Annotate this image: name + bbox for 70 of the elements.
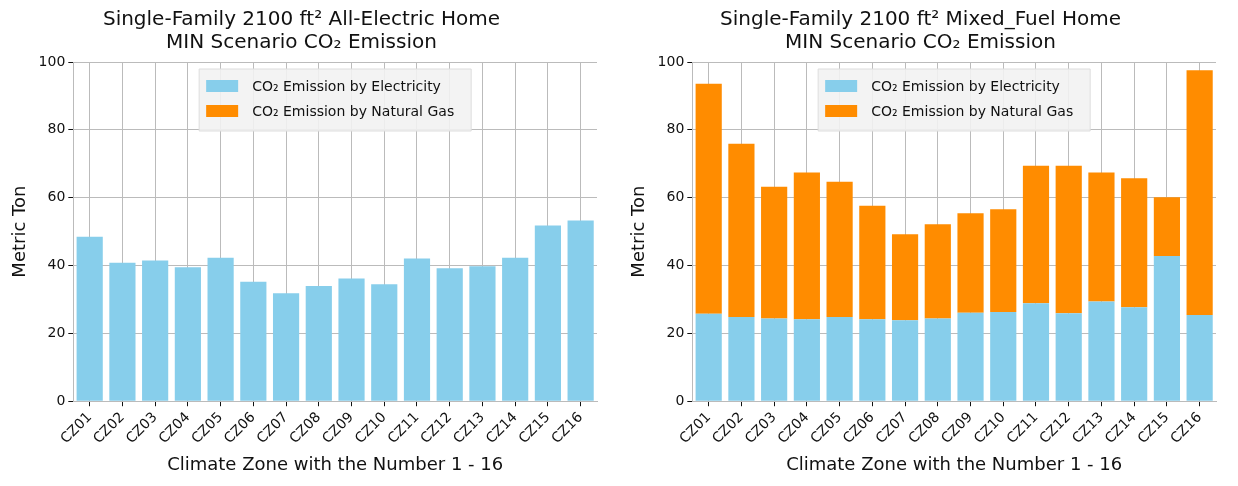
bar bbox=[990, 209, 1017, 313]
bar bbox=[1153, 256, 1180, 401]
bar bbox=[793, 172, 820, 320]
y-axis-title: Metric Ton bbox=[8, 185, 30, 278]
bar bbox=[1186, 315, 1213, 401]
bar bbox=[207, 257, 234, 401]
legend-label: CO₂ Emission by Electricity bbox=[871, 77, 1060, 94]
legend-label: CO₂ Emission by Natural Gas bbox=[252, 102, 455, 119]
legend-label: CO₂ Emission by Natural Gas bbox=[871, 102, 1074, 119]
y-tick-label: 40 bbox=[666, 256, 685, 273]
bar bbox=[826, 317, 853, 401]
y-tick-label: 40 bbox=[47, 256, 66, 273]
bar bbox=[403, 258, 431, 401]
bar bbox=[502, 257, 529, 401]
bar bbox=[1055, 313, 1082, 401]
bar bbox=[957, 312, 984, 401]
y-tick-label: 100 bbox=[657, 52, 685, 69]
y-tick-label: 20 bbox=[47, 324, 66, 341]
bar bbox=[469, 266, 496, 401]
bar bbox=[1121, 307, 1148, 401]
bar bbox=[924, 318, 951, 401]
bar bbox=[305, 285, 332, 401]
y-tick-label: 20 bbox=[666, 324, 685, 341]
y-tick-label: 60 bbox=[47, 188, 66, 205]
bar bbox=[240, 281, 267, 401]
bar bbox=[695, 313, 722, 401]
y-tick-label: 0 bbox=[56, 391, 66, 408]
bar bbox=[534, 225, 561, 401]
legend-label: CO₂ Emission by Electricity bbox=[252, 77, 441, 94]
bar bbox=[174, 267, 201, 401]
chart-title: Single-Family 2100 ft² All-Electric Home MIN Scenario CO₂ Emission bbox=[102, 5, 501, 53]
bar bbox=[1022, 303, 1050, 401]
chart-title: Single-Family 2100 ft² Mixed_Fuel Home MIN Scenario CO₂ Emission bbox=[720, 5, 1121, 53]
bar bbox=[990, 312, 1017, 401]
bar bbox=[761, 186, 788, 319]
bar bbox=[371, 284, 398, 401]
bar bbox=[1153, 197, 1180, 257]
bar bbox=[272, 293, 300, 401]
bar bbox=[859, 205, 886, 320]
bar bbox=[957, 213, 984, 313]
bar bbox=[1088, 172, 1115, 302]
bar bbox=[436, 268, 463, 401]
y-axis-title: Metric Ton bbox=[627, 185, 649, 278]
y-tick-label: 100 bbox=[38, 52, 66, 69]
bar bbox=[1186, 70, 1213, 316]
bar bbox=[76, 236, 103, 401]
bar bbox=[1055, 165, 1082, 314]
bar bbox=[924, 224, 951, 319]
y-tick-label: 0 bbox=[675, 391, 685, 408]
x-axis-title: Climate Zone with the Number 1 - 16 bbox=[786, 452, 1123, 474]
bar bbox=[567, 220, 594, 401]
bar bbox=[338, 278, 365, 401]
bar bbox=[1121, 178, 1148, 308]
bar bbox=[793, 319, 820, 401]
bar bbox=[891, 320, 919, 401]
y-tick-label: 80 bbox=[666, 120, 685, 137]
y-tick-label: 60 bbox=[666, 188, 685, 205]
bar bbox=[891, 234, 919, 321]
bar bbox=[142, 260, 169, 401]
y-tick-label: 80 bbox=[47, 120, 66, 137]
bar bbox=[728, 143, 755, 318]
bar bbox=[1088, 301, 1115, 401]
bar bbox=[728, 317, 755, 401]
x-axis-title: Climate Zone with the Number 1 - 16 bbox=[167, 452, 504, 474]
bar bbox=[1022, 165, 1050, 304]
bar bbox=[826, 181, 853, 318]
bar bbox=[761, 318, 788, 401]
bar bbox=[859, 319, 886, 401]
bar bbox=[695, 83, 722, 314]
bar bbox=[109, 262, 136, 401]
